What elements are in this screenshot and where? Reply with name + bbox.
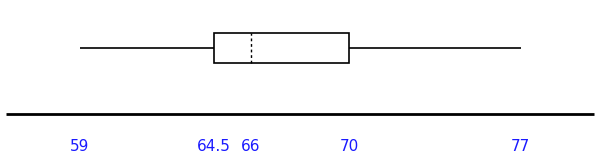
Text: 77: 77	[511, 139, 530, 154]
Text: 59: 59	[70, 139, 89, 154]
Text: 64.5: 64.5	[197, 139, 231, 154]
FancyBboxPatch shape	[214, 33, 349, 63]
Text: 66: 66	[241, 139, 261, 154]
Text: 70: 70	[340, 139, 359, 154]
